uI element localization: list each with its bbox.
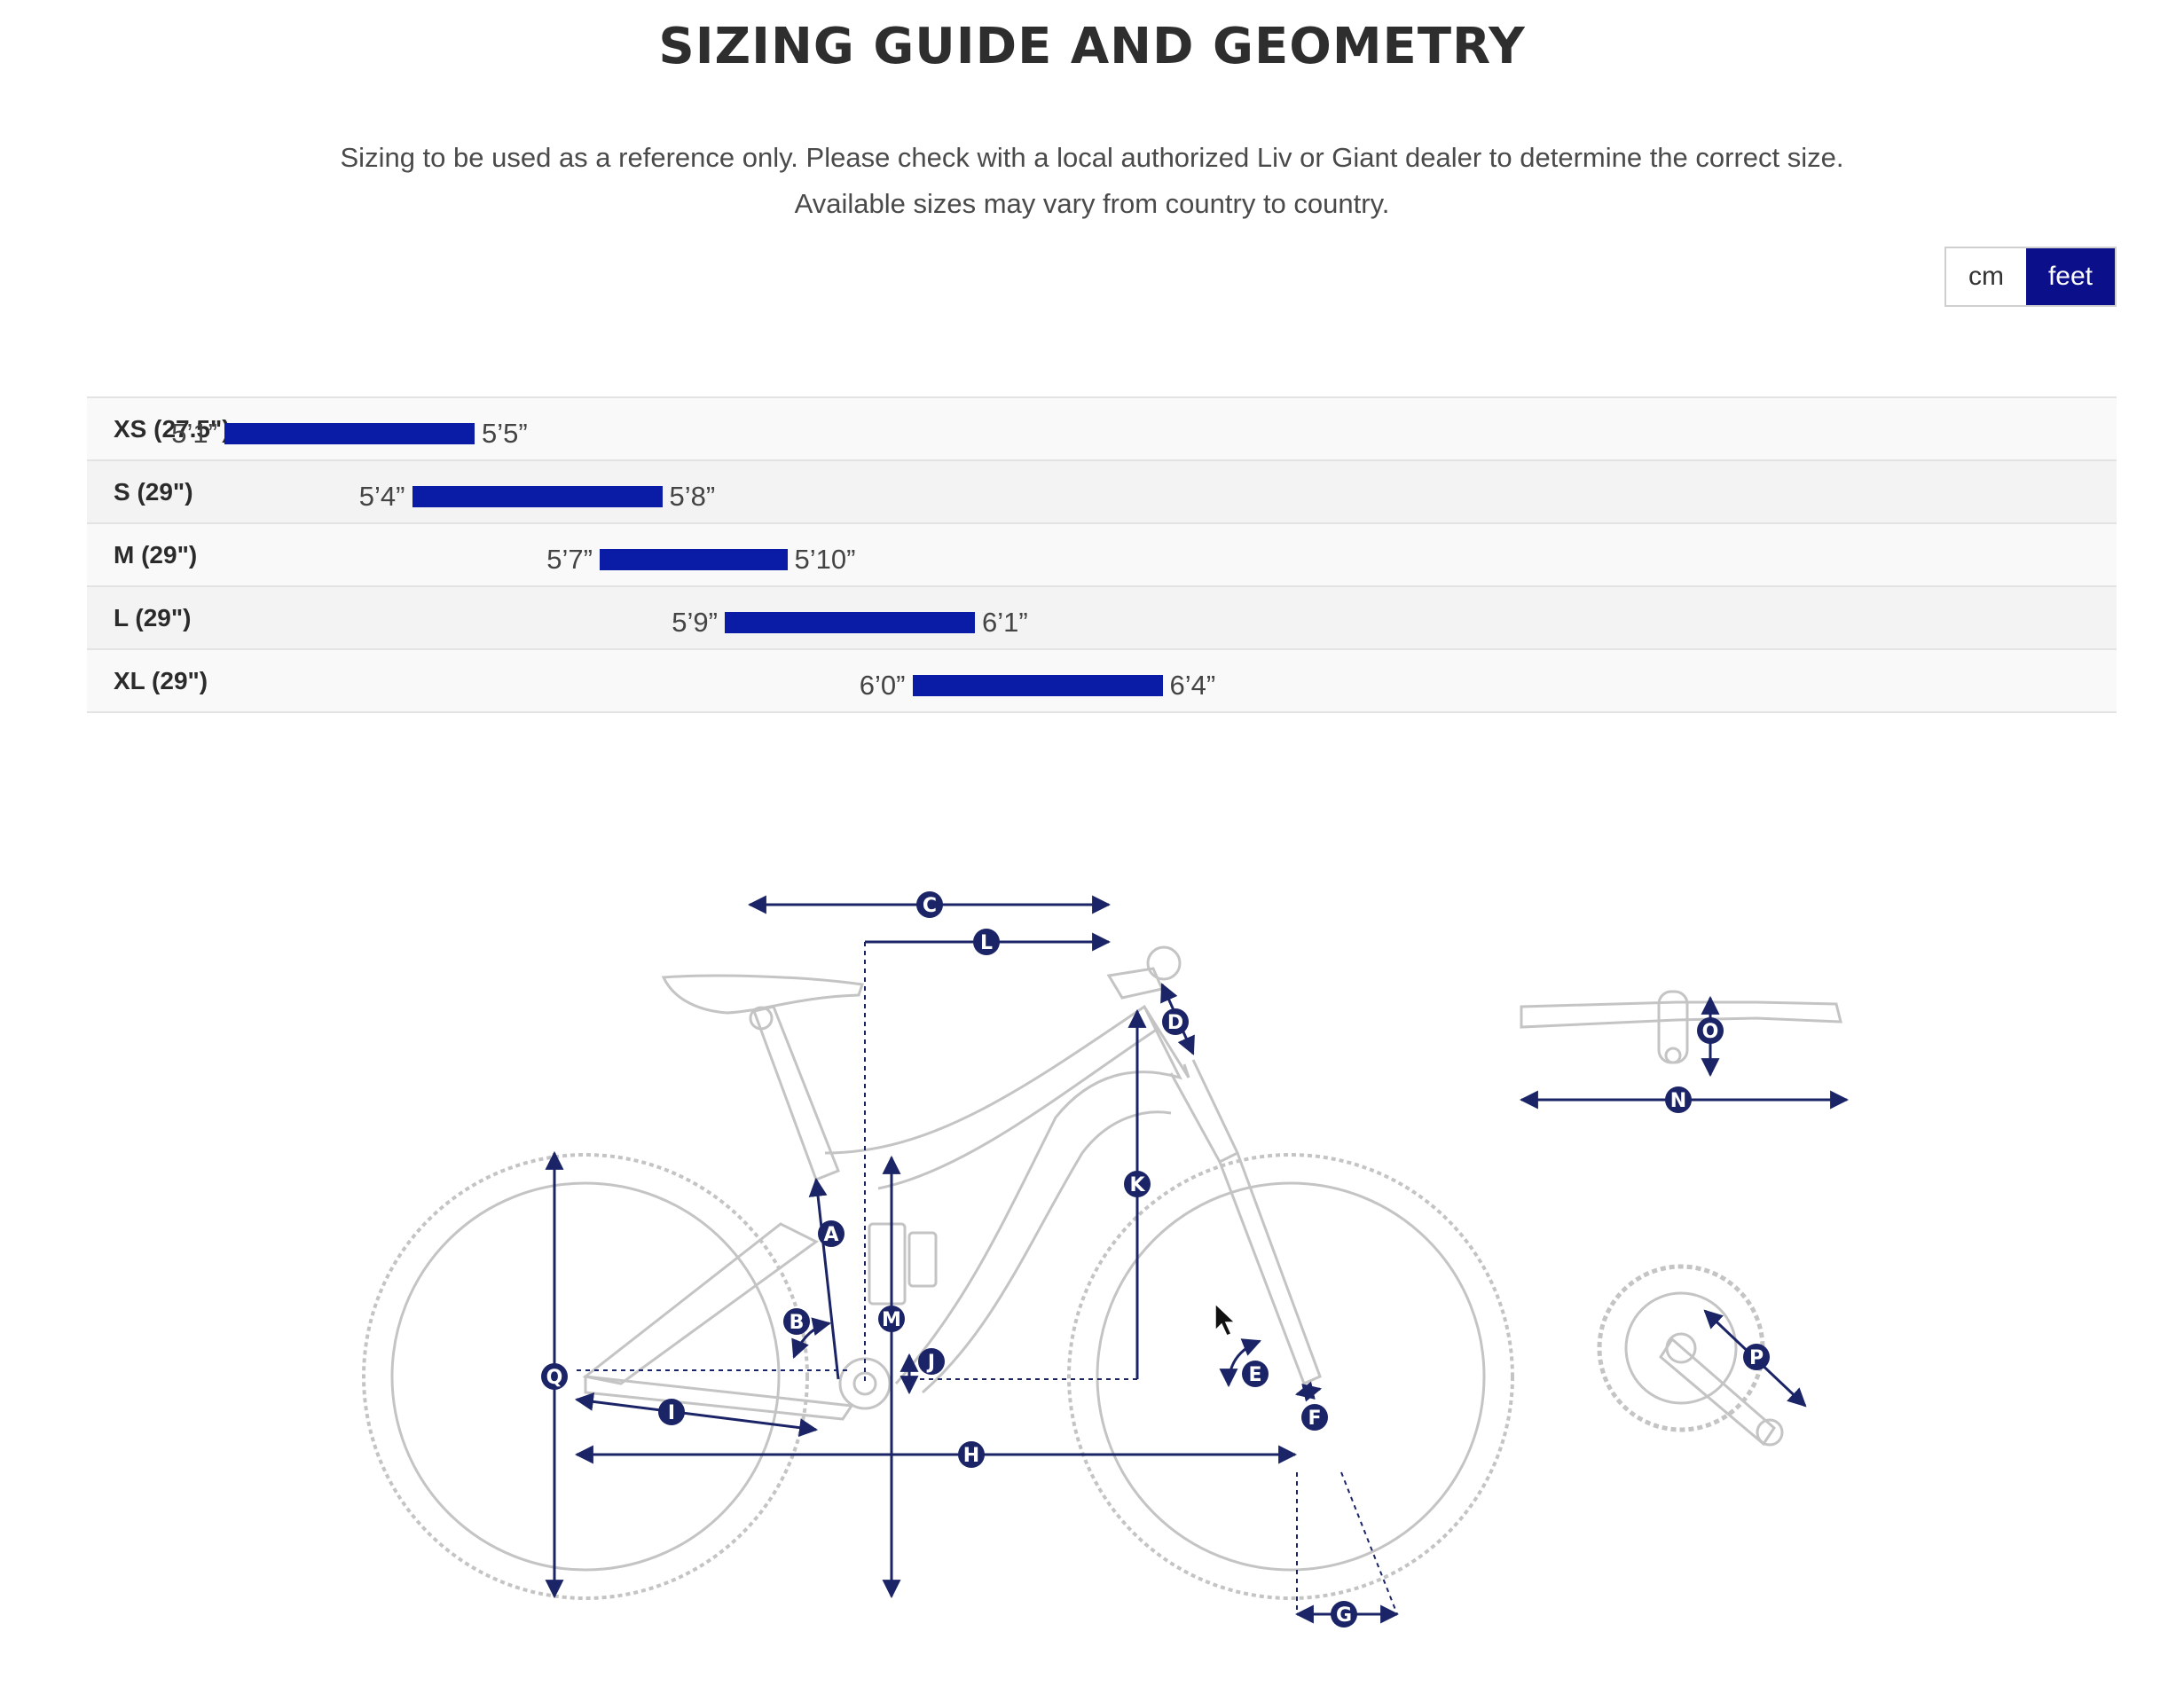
saddle — [661, 974, 864, 1015]
range-bar — [725, 612, 975, 633]
availability-notice: Available sizes may vary from country to… — [794, 188, 1390, 219]
badge-k: K — [1124, 1171, 1151, 1197]
page-title: SIZING GUIDE AND GEOMETRY — [658, 18, 1526, 75]
range-min: 5’4” — [358, 481, 405, 512]
svg-text:O: O — [1702, 1021, 1719, 1043]
svg-text:J: J — [926, 1352, 935, 1374]
badge-d: D — [1162, 1008, 1189, 1035]
size-row-xl: XL (29") 6’0” 6’4” — [87, 650, 2117, 713]
badge-p: P — [1743, 1344, 1770, 1370]
badge-f: F — [1301, 1404, 1328, 1431]
range-min: 6’0” — [859, 670, 906, 701]
range-min: 5’7” — [546, 544, 593, 575]
range-max: 5’10” — [794, 544, 856, 575]
svg-text:F: F — [1308, 1408, 1321, 1430]
unit-toggle: cm feet — [1944, 247, 2117, 307]
size-label: S (29") — [114, 478, 193, 506]
svg-text:G: G — [1336, 1604, 1352, 1627]
svg-text:E: E — [1248, 1364, 1261, 1386]
range-min: 5’9” — [672, 607, 718, 638]
bike-drawing — [362, 945, 1514, 1600]
badge-l: L — [973, 929, 1000, 955]
unit-cm-button[interactable]: cm — [1946, 248, 2026, 305]
size-label: XL (29") — [114, 667, 208, 694]
badge-q: Q — [541, 1363, 568, 1390]
badge-n: N — [1665, 1086, 1692, 1113]
rear-rim — [390, 1181, 781, 1572]
range-bar — [224, 423, 475, 444]
unit-feet-button[interactable]: feet — [2026, 248, 2115, 305]
size-chart: XS (27.5") 5’1” 5’5” S (29") 5’4” 5’8” M… — [87, 396, 2117, 713]
size-label: XS (27.5") — [114, 415, 231, 443]
svg-text:N: N — [1670, 1090, 1686, 1112]
size-row-s: S (29") 5’4” 5’8” — [87, 461, 2117, 524]
svg-text:A: A — [823, 1224, 838, 1246]
handlebar-detail — [1520, 990, 1842, 1064]
size-label: L (29") — [114, 604, 192, 631]
range-max: 5’8” — [669, 481, 716, 512]
range-max: 5’5” — [482, 418, 528, 449]
svg-text:Q: Q — [546, 1367, 563, 1389]
svg-text:I: I — [668, 1402, 675, 1424]
range-bar — [600, 549, 788, 570]
svg-text:L: L — [980, 932, 993, 954]
mouse-cursor-icon — [1214, 1302, 1237, 1337]
bike-geometry-diagram: C L D K A M B J Q I H E F G O N P — [362, 891, 1850, 1627]
range-min: 5’1” — [171, 418, 217, 449]
badge-j: J — [918, 1348, 945, 1375]
size-row-m: M (29") 5’7” 5’10” — [87, 524, 2117, 587]
badge-a: A — [818, 1220, 845, 1247]
badge-m: M — [878, 1306, 905, 1332]
badge-o: O — [1697, 1017, 1724, 1044]
badge-e: E — [1242, 1361, 1269, 1387]
rear-tire — [362, 1153, 809, 1600]
badge-b: B — [783, 1308, 810, 1335]
badge-c: C — [916, 891, 943, 918]
sizing-notice: Sizing to be used as a reference only. P… — [340, 142, 1844, 173]
size-row-l: L (29") 5’9” 6’1” — [87, 587, 2117, 650]
range-max: 6’4” — [1169, 670, 1216, 701]
range-max: 6’1” — [982, 607, 1028, 638]
badge-h: H — [958, 1441, 985, 1468]
badge-i: I — [658, 1399, 685, 1425]
svg-text:H: H — [963, 1445, 979, 1467]
svg-text:K: K — [1129, 1174, 1145, 1196]
svg-text:C: C — [923, 895, 937, 917]
badge-g: G — [1331, 1601, 1357, 1627]
range-bar — [912, 675, 1163, 696]
front-tire — [1067, 1153, 1514, 1600]
size-label: M (29") — [114, 541, 198, 569]
range-bar — [412, 486, 663, 507]
svg-text:M: M — [882, 1309, 901, 1331]
size-row-xs: XS (27.5") 5’1” 5’5” — [87, 398, 2117, 461]
svg-text:B: B — [790, 1312, 805, 1334]
svg-text:D: D — [1167, 1012, 1183, 1034]
svg-text:P: P — [1749, 1347, 1764, 1369]
front-rim — [1096, 1181, 1486, 1572]
